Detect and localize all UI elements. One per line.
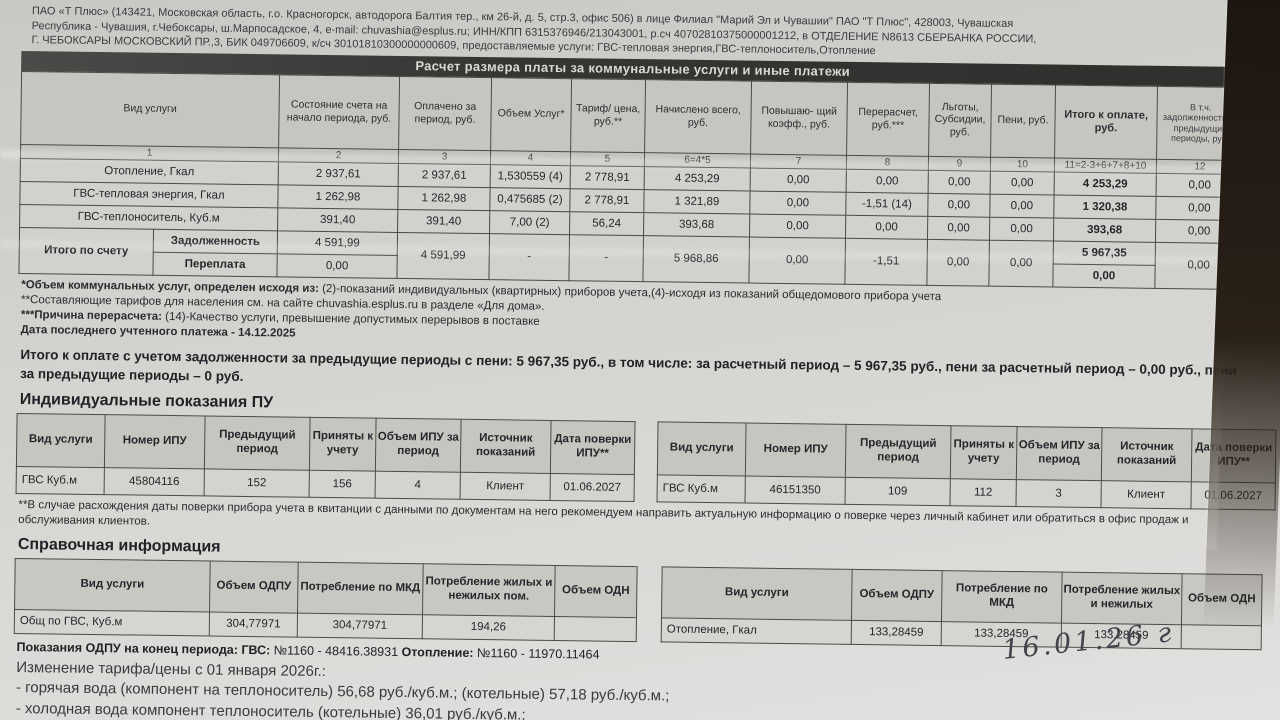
col-recalc: Перерасчет, руб.***	[846, 81, 930, 156]
reference-table-gvs: Вид услуги Объем ОДПУ Потребление по МКД…	[14, 557, 638, 642]
col-penalty: Пени, руб.	[990, 83, 1056, 158]
col-coeff: Повышаю- щий коэфф., руб.	[750, 80, 848, 155]
col-paid: Оплачено за период, руб.	[398, 75, 492, 151]
individual-meter-table-left: Вид услуги Номер ИПУ Предыдущий период П…	[16, 412, 636, 502]
col-benefits: Льготы, Субсидии, руб.	[928, 82, 992, 157]
ref-header-row: Вид услуги Объем ОДПУ Потребление по МКД…	[14, 557, 638, 618]
col-volume: Объем Услуг*	[490, 77, 572, 152]
total-due-paragraph: Итого к оплате с учетом задолженности за…	[20, 346, 1237, 384]
individual-meter-table-right: Вид услуги Номер ИПУ Предыдущий период П…	[657, 421, 1277, 510]
meter-header-row: Вид услуги Номер ИПУ Предыдущий период П…	[16, 412, 636, 475]
col-tariff: Тариф/ цена, руб.**	[570, 78, 646, 153]
meter-header-row: Вид услуги Номер ИПУ Предыдущий период П…	[657, 421, 1277, 483]
totals-label: Итого по счету	[18, 226, 154, 275]
col-balance: Состояние счета на начало периода, руб.	[278, 74, 400, 149]
col-total: Итого к оплате, руб.	[1054, 84, 1158, 159]
col-accrued: Начислено всего, руб.	[644, 79, 752, 154]
col-service: Вид услуги	[20, 71, 280, 148]
